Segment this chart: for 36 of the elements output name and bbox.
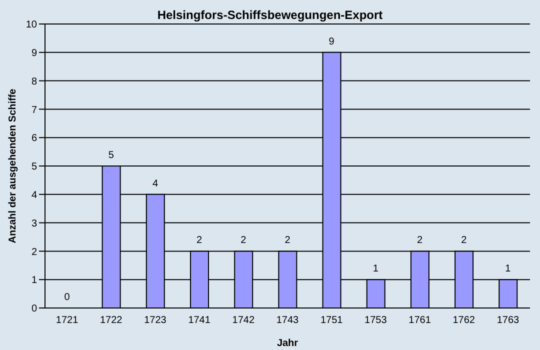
x-tick-label: 1742 (232, 315, 255, 326)
data-label: 4 (152, 178, 158, 190)
data-label: 2 (284, 235, 291, 246)
y-tick-label: 5 (31, 162, 38, 173)
y-axis-title: Anzahl der ausgehenden Schiffe (8, 88, 19, 244)
y-tick-label: 2 (31, 246, 38, 258)
data-label: 2 (240, 235, 247, 246)
x-tick-label: 1743 (276, 315, 300, 326)
x-tick-label: 1762 (452, 315, 476, 326)
y-tick-label: 4 (31, 190, 38, 201)
x-tick-label: 1723 (144, 315, 167, 326)
y-tick-label: 9 (31, 48, 38, 59)
y-tick-label: 10 (26, 20, 38, 31)
data-label: 2 (416, 235, 423, 246)
y-tick-label: 1 (31, 275, 38, 286)
data-label: 5 (108, 150, 114, 161)
data-label: 0 (64, 292, 70, 303)
data-label: 9 (328, 36, 335, 48)
data-label: 1 (372, 264, 379, 275)
y-tick-label: 8 (31, 76, 38, 88)
chart-title: Helsingfors-Schiffsbewegungen-Export (157, 8, 383, 22)
x-tick-label: 1741 (188, 315, 211, 326)
y-tick-label: 0 (31, 304, 38, 315)
data-label: 1 (505, 264, 512, 275)
y-tick-label: 6 (31, 133, 38, 144)
x-tick-label: 1721 (56, 315, 79, 326)
data-label: 2 (461, 235, 468, 246)
x-tick-label: 1761 (408, 315, 432, 326)
x-tick-label: 1753 (364, 315, 388, 326)
data-label: 2 (196, 235, 203, 246)
x-tick-label: 1763 (496, 315, 520, 326)
x-axis-title: Jahr (276, 338, 298, 349)
x-tick-label: 1751 (320, 315, 344, 326)
x-tick-label: 1722 (100, 315, 123, 326)
y-tick-label: 7 (31, 104, 38, 116)
y-tick-label: 3 (31, 218, 38, 230)
